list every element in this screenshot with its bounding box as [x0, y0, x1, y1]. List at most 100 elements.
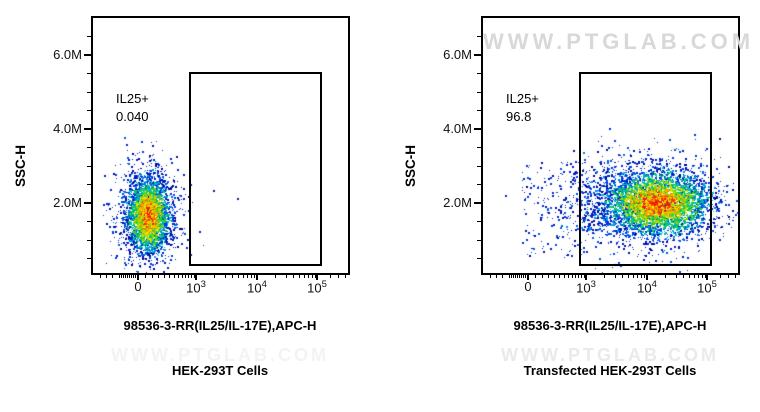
x-minor-tick [628, 275, 629, 278]
x-minor-tick [251, 275, 252, 278]
y-tick-label: 4.0M [53, 121, 82, 136]
x-minor-tick [121, 275, 122, 278]
x-minor-tick [554, 275, 555, 278]
gate-rectangle [579, 72, 712, 266]
x-minor-tick [665, 275, 666, 278]
x-minor-tick [293, 275, 294, 278]
x-minor-tick [135, 275, 136, 278]
x-minor-tick [243, 275, 244, 278]
x-minor-tick [125, 275, 126, 278]
plot-area: IL25+ 0.040 [91, 16, 350, 275]
x-minor-tick [542, 275, 543, 278]
panel-transfected-hek293t: WWW.PTGLAB.COM IL25+ 96.8 SSC-H 98536-3-… [380, 0, 760, 412]
y-major-tick [84, 54, 91, 56]
x-minor-tick [119, 275, 120, 278]
x-tick-label: 104 [637, 279, 657, 296]
y-major-tick [474, 54, 481, 56]
x-minor-tick [523, 275, 524, 278]
x-minor-tick [683, 275, 684, 278]
y-minor-tick [477, 184, 481, 185]
x-minor-tick [308, 275, 309, 278]
x-minor-tick [131, 275, 132, 278]
x-minor-tick [330, 275, 331, 278]
x-minor-tick [299, 275, 300, 278]
x-minor-tick [676, 275, 677, 278]
x-minor-tick [615, 275, 616, 278]
x-minor-tick [728, 275, 729, 278]
x-minor-tick [312, 275, 313, 278]
x-minor-tick [188, 275, 189, 278]
x-major-tick [527, 275, 529, 280]
x-major-tick [585, 275, 587, 280]
x-minor-tick [127, 275, 128, 278]
x-minor-tick [254, 275, 255, 278]
x-minor-tick [164, 275, 165, 278]
x-minor-tick [568, 275, 569, 278]
x-minor-tick [564, 275, 565, 278]
x-major-tick [137, 275, 139, 280]
y-minor-tick [87, 239, 91, 241]
x-minor-tick [622, 275, 623, 278]
x-tick-label: 0 [524, 279, 532, 294]
x-major-tick [256, 275, 258, 280]
x-minor-tick [637, 275, 638, 278]
watermark-faint: WWW.PTGLAB.COM [111, 345, 329, 365]
x-minor-tick [689, 275, 690, 278]
x-major-tick [195, 275, 197, 280]
y-minor-tick [477, 110, 481, 111]
x-minor-tick [112, 275, 113, 278]
x-minor-tick [633, 275, 634, 278]
watermark-faint: WWW.PTGLAB.COM [501, 345, 719, 365]
x-minor-tick [496, 275, 497, 278]
x-major-tick [316, 275, 318, 280]
gate-name: IL25+ [116, 91, 149, 106]
x-minor-tick [604, 275, 605, 278]
x-minor-tick [304, 275, 305, 278]
gate-percent: 96.8 [506, 109, 532, 124]
x-minor-tick [702, 275, 703, 278]
x-minor-tick [247, 275, 248, 278]
x-minor-tick [490, 275, 491, 278]
x-minor-tick [286, 275, 287, 278]
y-axis-title: SSC-H [403, 145, 418, 188]
y-minor-tick [87, 147, 91, 148]
x-minor-tick [517, 275, 518, 278]
x-minor-tick [525, 275, 526, 278]
x-minor-tick [515, 275, 516, 278]
x-minor-tick [145, 275, 146, 278]
gate-label: IL25+ 96.8 [506, 90, 539, 126]
x-minor-tick [644, 275, 645, 278]
x-minor-tick [705, 275, 706, 278]
x-minor-tick [521, 275, 522, 278]
y-major-tick [84, 128, 91, 130]
x-minor-tick [158, 275, 159, 278]
x-tick-label: 103 [576, 279, 596, 296]
x-minor-tick [535, 275, 536, 278]
x-major-tick [646, 275, 648, 280]
x-minor-tick [123, 275, 124, 278]
x-minor-tick [559, 275, 560, 278]
x-minor-tick [641, 275, 642, 278]
x-minor-tick [106, 275, 107, 278]
y-minor-tick [477, 91, 481, 93]
y-tick-label: 4.0M [443, 121, 472, 136]
x-minor-tick [191, 275, 192, 278]
x-minor-tick [275, 275, 276, 278]
y-major-tick [474, 128, 481, 130]
x-minor-tick [548, 275, 549, 278]
scatter-canvas [483, 18, 738, 273]
y-minor-tick [477, 73, 481, 74]
y-minor-tick [87, 165, 91, 167]
x-minor-tick [519, 275, 520, 278]
x-tick-label: 0 [134, 279, 142, 294]
y-minor-tick [477, 147, 481, 148]
x-minor-tick [578, 275, 579, 278]
x-minor-tick [584, 275, 585, 278]
x-minor-tick [345, 275, 346, 278]
x-minor-tick [575, 275, 576, 278]
x-major-tick [706, 275, 708, 280]
y-tick-label: 2.0M [443, 195, 472, 210]
x-minor-tick [338, 275, 339, 278]
y-tick-label: 6.0M [53, 47, 82, 62]
